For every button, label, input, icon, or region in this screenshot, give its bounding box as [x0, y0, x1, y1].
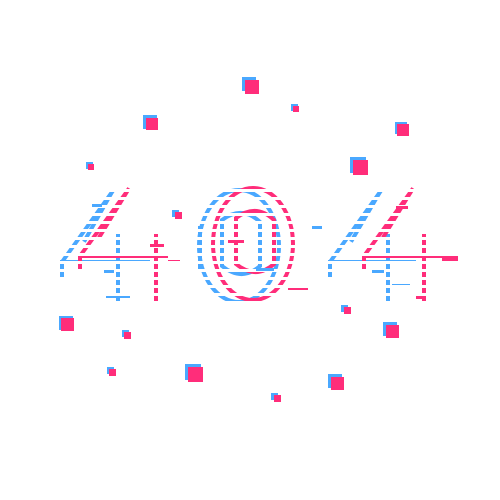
particle: [109, 369, 116, 376]
particle: [344, 307, 351, 314]
particles: [59, 77, 409, 402]
particle: [88, 164, 94, 170]
particle: [386, 325, 399, 338]
particle: [175, 212, 182, 219]
particle: [146, 118, 158, 130]
particle: [353, 160, 368, 175]
particle: [293, 106, 299, 112]
digits-404: [60, 186, 458, 304]
particle: [331, 377, 344, 390]
particle: [397, 124, 409, 136]
glitch-slices: [92, 204, 426, 299]
particle: [61, 318, 74, 331]
particle: [245, 80, 259, 94]
particle: [274, 395, 281, 402]
particle: [124, 332, 131, 339]
particle: [188, 367, 203, 382]
